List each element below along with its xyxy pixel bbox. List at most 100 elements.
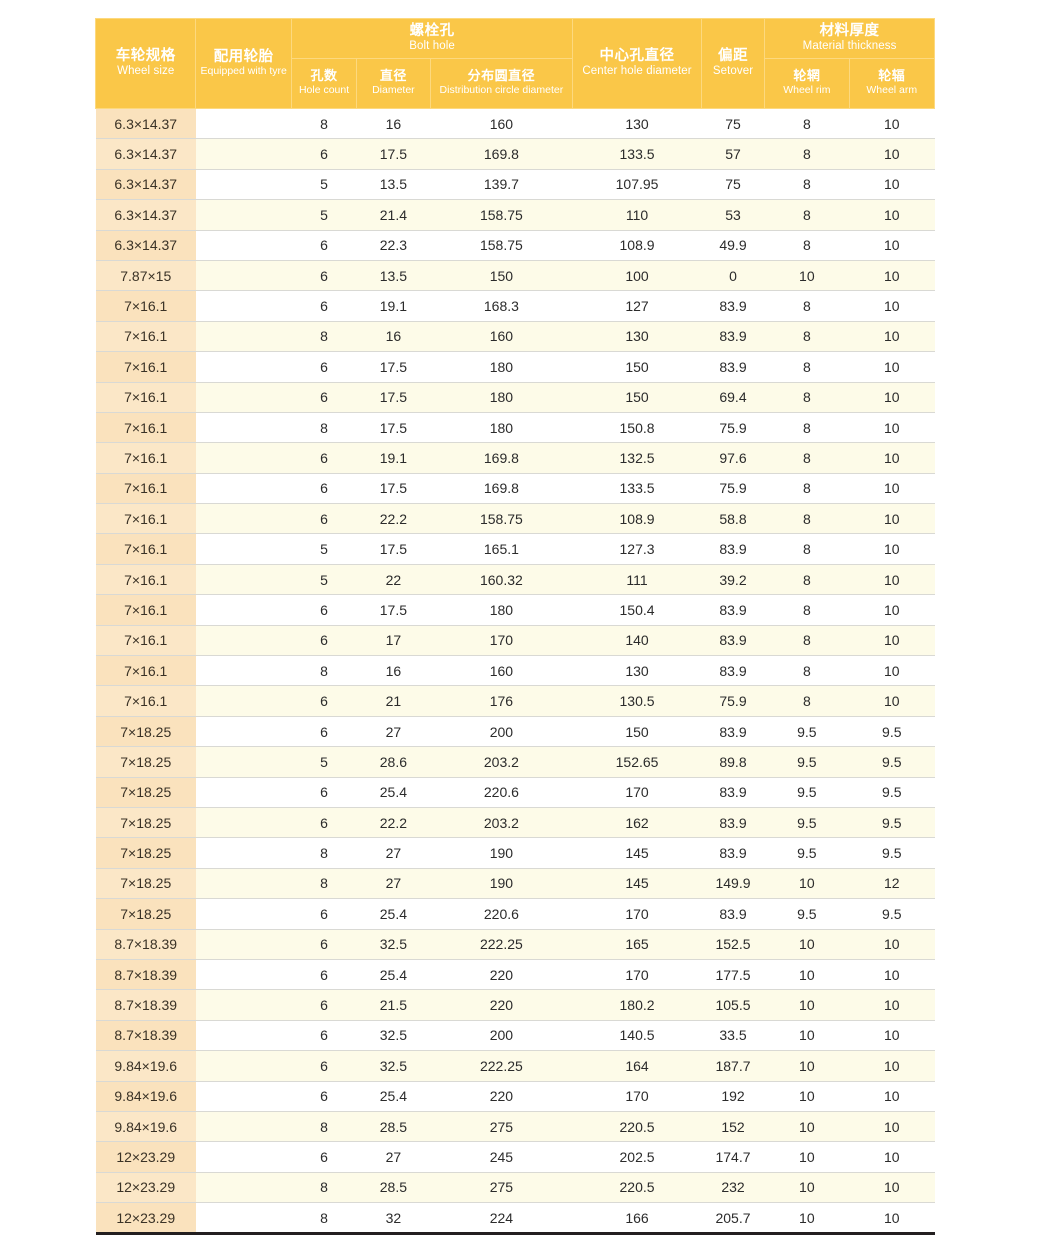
- cell-hole-count: 5: [291, 199, 357, 231]
- table-row: 12×23.29 6 27 245 202.5 174.7 10 10: [95, 1141, 935, 1173]
- cell-wheel-size: 7×16.1: [95, 382, 196, 413]
- cell-wheel-arm: 10: [849, 989, 935, 1021]
- cell-diameter: 21.5: [356, 989, 431, 1021]
- cell-wheel-rim: 10: [764, 989, 850, 1021]
- cell-setover: 187.7: [701, 1050, 765, 1082]
- cell-diameter: 16: [356, 108, 431, 140]
- cell-diameter: 17.5: [356, 412, 431, 444]
- table-row: 8.7×18.39 6 21.5 220 180.2 105.5 10 10: [95, 989, 935, 1021]
- cell-equipped-tyre: [195, 959, 292, 991]
- cell-equipped-tyre: [195, 837, 292, 869]
- cell-wheel-rim: 10: [764, 1202, 850, 1235]
- cell-wheel-size: 7×18.25: [95, 716, 196, 748]
- cell-diameter: 17: [356, 625, 431, 657]
- cell-wheel-size: 6.3×14.37: [95, 169, 196, 201]
- cell-distribution: 158.75: [430, 230, 573, 261]
- cell-diameter: 21.4: [356, 199, 431, 231]
- table-row: 6.3×14.37 5 13.5 139.7 107.95 75 8 10: [95, 169, 935, 201]
- cell-wheel-size: 6.3×14.37: [95, 199, 196, 231]
- cell-equipped-tyre: [195, 716, 292, 748]
- cell-wheel-rim: 10: [764, 1141, 850, 1173]
- cell-equipped-tyre: [195, 594, 292, 626]
- cell-setover: 83.9: [701, 716, 765, 748]
- cell-diameter: 25.4: [356, 898, 431, 930]
- cell-setover: 192: [701, 1081, 765, 1112]
- cell-wheel-rim: 8: [764, 412, 850, 444]
- cell-diameter: 25.4: [356, 959, 431, 991]
- cell-distribution: 203.2: [430, 807, 573, 839]
- cell-setover: 83.9: [701, 837, 765, 869]
- cell-wheel-rim: 10: [764, 260, 850, 292]
- table-row: 7×16.1 6 19.1 169.8 132.5 97.6 8 10: [95, 442, 935, 474]
- cell-center-hole: 108.9: [572, 230, 702, 261]
- table-row: 7×16.1 6 17.5 180 150 83.9 8 10: [95, 351, 935, 383]
- header-equipped-tyre-zh: 配用轮胎: [213, 48, 274, 65]
- cell-wheel-size: 7×16.1: [95, 564, 196, 596]
- cell-diameter: 17.5: [356, 351, 431, 383]
- cell-equipped-tyre: [195, 685, 292, 717]
- table-row: 12×23.29 8 32 224 166 205.7 10 10: [95, 1202, 935, 1235]
- cell-setover: 83.9: [701, 807, 765, 839]
- cell-distribution: 169.8: [430, 138, 573, 170]
- cell-wheel-rim: 8: [764, 503, 850, 535]
- cell-diameter: 32: [356, 1202, 431, 1235]
- header-wheel-arm-zh: 轮辐: [878, 68, 906, 84]
- table-row: 8.7×18.39 6 25.4 220 170 177.5 10 10: [95, 959, 935, 991]
- cell-diameter: 32.5: [356, 1050, 431, 1082]
- cell-diameter: 25.4: [356, 1081, 431, 1112]
- cell-wheel-rim: 10: [764, 1081, 850, 1112]
- cell-wheel-arm: 9.5: [849, 837, 935, 869]
- cell-setover: 83.9: [701, 655, 765, 687]
- cell-distribution: 169.8: [430, 473, 573, 505]
- cell-wheel-size: 6.3×14.37: [95, 230, 196, 261]
- cell-hole-count: 6: [291, 685, 357, 717]
- cell-hole-count: 6: [291, 807, 357, 839]
- cell-diameter: 16: [356, 321, 431, 353]
- cell-hole-count: 5: [291, 169, 357, 201]
- cell-wheel-rim: 10: [764, 868, 850, 900]
- cell-equipped-tyre: [195, 351, 292, 383]
- table-row: 7×18.25 6 25.4 220.6 170 83.9 9.5 9.5: [95, 898, 935, 930]
- cell-wheel-rim: 8: [764, 655, 850, 687]
- header-wheel-size: 车轮规格 Wheel size: [94, 18, 197, 109]
- cell-equipped-tyre: [195, 169, 292, 201]
- cell-wheel-rim: 9.5: [764, 777, 850, 808]
- cell-equipped-tyre: [195, 989, 292, 1021]
- cell-center-hole: 150.8: [572, 412, 702, 444]
- cell-equipped-tyre: [195, 746, 292, 778]
- cell-center-hole: 108.9: [572, 503, 702, 535]
- cell-equipped-tyre: [195, 1141, 292, 1173]
- cell-equipped-tyre: [195, 564, 292, 596]
- header-row-sub: 孔数 Hole count 直径 Diameter 分布圆直径 Distribu…: [96, 58, 936, 109]
- cell-diameter: 32.5: [356, 1020, 431, 1052]
- table-row: 7×16.1 8 16 160 130 83.9 8 10: [95, 321, 935, 353]
- cell-center-hole: 140.5: [572, 1020, 702, 1052]
- cell-distribution: 180: [430, 412, 573, 444]
- cell-wheel-rim: 8: [764, 290, 850, 322]
- header-bolt-hole-zh: 螺栓孔: [409, 22, 455, 39]
- cell-wheel-size: 8.7×18.39: [95, 1020, 196, 1052]
- cell-wheel-rim: 10: [764, 1172, 850, 1204]
- cell-diameter: 17.5: [356, 594, 431, 626]
- cell-wheel-arm: 10: [849, 290, 935, 322]
- cell-equipped-tyre: [195, 655, 292, 687]
- cell-hole-count: 6: [291, 1020, 357, 1052]
- table-header: 车轮规格 Wheel size 配用轮胎 Equipped with tyre …: [94, 18, 936, 109]
- cell-equipped-tyre: [195, 868, 292, 900]
- table-row: 7×16.1 6 19.1 168.3 127 83.9 8 10: [95, 290, 935, 322]
- table-row: 6.3×14.37 6 17.5 169.8 133.5 57 8 10: [95, 138, 935, 170]
- spec-sheet-page: 车轮规格 Wheel size 配用轮胎 Equipped with tyre …: [94, 18, 936, 1235]
- cell-diameter: 22.3: [356, 230, 431, 261]
- cell-wheel-arm: 10: [849, 959, 935, 991]
- cell-wheel-arm: 10: [849, 655, 935, 687]
- cell-wheel-size: 7×16.1: [95, 351, 196, 383]
- header-diameter-en: Diameter: [372, 83, 415, 96]
- cell-equipped-tyre: [195, 260, 292, 292]
- cell-distribution: 220: [430, 1081, 573, 1112]
- cell-diameter: 17.5: [356, 533, 431, 565]
- cell-equipped-tyre: [195, 1202, 292, 1235]
- cell-setover: 174.7: [701, 1141, 765, 1173]
- cell-center-hole: 164: [572, 1050, 702, 1082]
- cell-hole-count: 6: [291, 503, 357, 535]
- cell-setover: 75.9: [701, 685, 765, 717]
